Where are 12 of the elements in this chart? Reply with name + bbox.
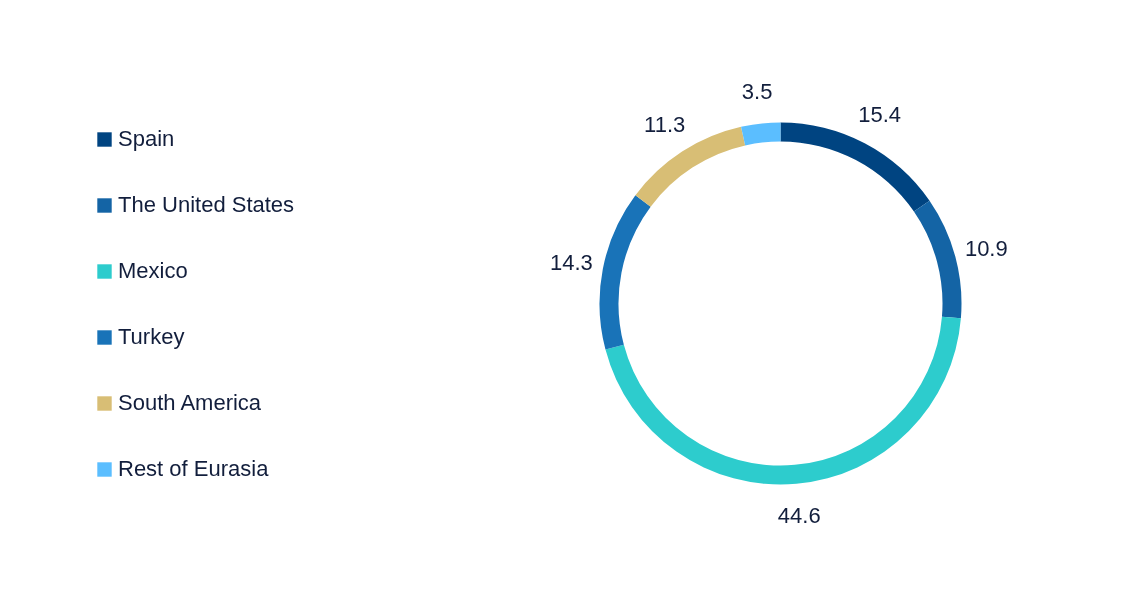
data-label: 15.4 (858, 102, 901, 128)
data-label: 44.6 (777, 503, 821, 529)
legend-label: South America (118, 390, 262, 416)
data-label: 14.3 (549, 250, 593, 276)
legend-label: Mexico (118, 258, 188, 284)
legend-label: Rest of Eurasia (118, 456, 269, 482)
data-label: 11.3 (644, 112, 686, 138)
legend-label: Spain (118, 126, 175, 152)
legend-label: Turkey (118, 324, 185, 350)
legend-label: The United States (118, 192, 295, 218)
data-label: 3.5 (741, 79, 773, 105)
data-label: 10.9 (964, 236, 1008, 262)
